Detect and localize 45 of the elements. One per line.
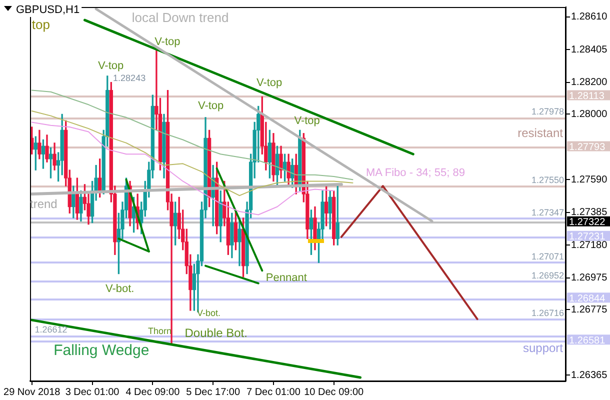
y-tick-label: 1.27180 (571, 240, 608, 251)
x-tick-label: 3 Dec 01:00 (65, 386, 120, 398)
ref-line-label: 1.27071 (531, 251, 564, 262)
annotation: Double Bot. (184, 326, 248, 340)
annotation: V-top (198, 100, 224, 112)
y-tick-label: 1.28405 (571, 44, 608, 56)
ref-line-label: 1.28113 (569, 90, 605, 102)
y-tick-label: 1.27385 (571, 207, 608, 218)
x-tick-label: 4 Dec 09:00 (126, 386, 180, 398)
annotation: top (32, 17, 50, 32)
y-tick-label: 1.26365 (571, 370, 608, 381)
annotation: V-top (154, 36, 180, 48)
ref-line-label: 1.27793 (569, 142, 606, 153)
ref-line-label: 1.27322 (569, 217, 606, 228)
annotation: V-top (98, 60, 124, 72)
y-tick-label: 1.28200 (571, 77, 608, 88)
y-tick-label: 1.27590 (571, 174, 608, 186)
x-tick-label: 29 Nov 2018 (4, 386, 61, 398)
y-tick-label: 1.26775 (571, 304, 608, 316)
y-tick-label: 1.28610 (571, 12, 608, 23)
ref-line-label: 1.27978 (531, 106, 564, 117)
annotation: local Down trend (132, 10, 229, 25)
annotation: 1.28243 (113, 73, 146, 83)
annotation: V-top (294, 115, 320, 127)
annotation: support (522, 341, 564, 355)
ref-line-label: 1.26716 (531, 308, 564, 318)
x-tick-label: 7 Dec 01:00 (246, 386, 301, 398)
ref-line-label: 1.27550 (531, 175, 564, 186)
annotation: Pennant (266, 272, 307, 284)
annotation: V-top (256, 77, 282, 89)
chart-title: GBPUSD,H1 (16, 4, 80, 16)
annotation: V-bot. (105, 283, 134, 295)
ref-line-label: 1.27347 (531, 207, 564, 218)
annotation: V-bot. (197, 308, 221, 318)
ref-line-label: 1.26844 (569, 293, 606, 304)
y-tick-label: 1.28000 (571, 108, 608, 120)
annotation: Falling Wedge (54, 342, 150, 359)
annotation: resistant (518, 126, 564, 140)
ref-line-label: 1.26612 (34, 324, 68, 335)
y-tick-label: 1.26975 (571, 272, 608, 284)
ref-line-label: 1.26581 (569, 335, 606, 346)
ref-line-label: 1.26952 (531, 270, 564, 280)
annotation: MA Fibo - 34; 55; 89 (366, 167, 466, 179)
x-tick-label: 10 Dec 09:00 (304, 386, 364, 398)
x-tick-label: 5 Dec 17:00 (186, 386, 240, 398)
